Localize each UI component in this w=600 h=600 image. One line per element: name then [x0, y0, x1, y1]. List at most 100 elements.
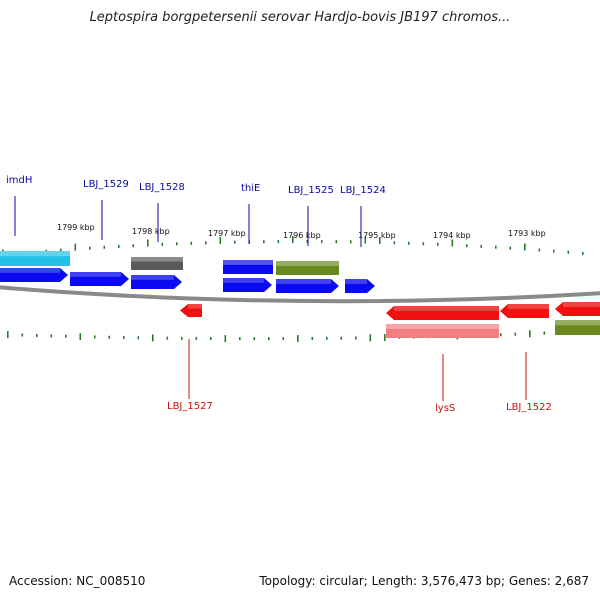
tick-mark-lower: [79, 333, 82, 341]
gene-label-group: imdH LBJ_1529 LBJ_1528 thiE LBJ_1525 LBJ_1524…: [6, 175, 552, 414]
tick-mark-lower: [36, 333, 38, 337]
tick-mark-upper: [524, 243, 526, 251]
gene-label-reverse: lysS: [435, 403, 455, 414]
forward-cds-arrow: [345, 279, 375, 293]
gene-label-forward: LBJ_1529: [83, 179, 129, 190]
tick-mark-upper: [379, 236, 381, 244]
tick-mark-upper: [118, 244, 120, 248]
forward-cds-arrow: [276, 279, 339, 293]
tick-mark-upper: [190, 241, 193, 245]
forward-cds-arrow-shine: [70, 272, 121, 277]
tick-mark-upper: [292, 236, 294, 244]
reverse-cds-arrow: [500, 304, 549, 318]
reverse-cds-arrow-shine: [394, 306, 499, 311]
ruler-label: 1795 kbp: [358, 231, 396, 240]
tick-mark-lower: [7, 331, 9, 339]
gene-label-forward: imdH: [6, 175, 32, 186]
ruler-label: 1799 kbp: [57, 223, 95, 232]
tick-mark-upper: [422, 242, 425, 246]
forward-cds-arrow-shine: [131, 275, 174, 280]
feature-band-cyan-shine: [0, 251, 70, 257]
reverse-cds-arrow-shine: [563, 302, 600, 307]
tick-mark-upper: [567, 250, 570, 254]
forward-cds-arrow: [0, 268, 68, 282]
tick-mark-upper: [306, 240, 309, 244]
tick-mark-upper: [132, 244, 135, 248]
genome-stats-text: Topology: circular; Length: 3,576,473 bp…: [259, 574, 589, 588]
ruler-label: 1796 kbp: [283, 231, 321, 240]
tick-mark-upper: [393, 241, 396, 245]
tick-mark-lower: [166, 336, 169, 340]
reverse-cds-arrow: [555, 302, 600, 316]
tick-mark-lower: [224, 335, 227, 343]
tick-mark-lower: [297, 335, 299, 343]
tick-mark-upper: [480, 244, 483, 248]
tick-mark-lower: [340, 336, 343, 340]
tick-mark-upper: [219, 236, 222, 244]
tick-mark-upper: [60, 248, 62, 252]
tick-mark-upper: [538, 248, 541, 252]
tick-mark-lower: [21, 333, 24, 337]
tick-mark-upper: [147, 239, 149, 247]
tick-mark-upper: [263, 240, 265, 244]
forward-cds-arrow-shine: [223, 278, 264, 283]
tick-mark-lower: [529, 330, 531, 338]
reverse-cds-arrow-shine: [188, 304, 202, 309]
tick-mark-lower: [326, 336, 328, 340]
gene-label-reverse: LBJ_1527: [167, 401, 213, 412]
gene-label-forward: LBJ_1524: [340, 185, 386, 196]
tick-mark-lower: [268, 337, 270, 341]
tick-mark-upper: [161, 242, 164, 246]
reverse-cds-arrow: [180, 304, 202, 317]
gene-label-forward: LBJ_1528: [139, 182, 185, 193]
tick-mark-upper: [509, 246, 512, 250]
feature-band-grey: [131, 257, 183, 270]
feature-group: [0, 251, 600, 338]
tick-mark-upper: [234, 240, 236, 244]
accession-text: Accession: NC_008510: [9, 574, 146, 588]
feature-band-pink-shine: [386, 324, 499, 329]
tick-mark-lower: [543, 331, 546, 335]
tick-mark-lower: [50, 334, 53, 338]
gene-label-forward: LBJ_1525: [288, 185, 334, 196]
tick-mark-lower: [253, 337, 256, 341]
tick-mark-lower: [94, 335, 96, 339]
tick-mark-upper: [277, 240, 280, 244]
tick-mark-upper: [437, 242, 439, 246]
tick-mark-lower: [123, 336, 125, 340]
forward-cds-arrow-shine: [0, 268, 60, 273]
feature-band-olive-shine: [276, 261, 339, 266]
forward-cds-arrow: [131, 275, 182, 289]
tick-mark-lower: [311, 336, 314, 340]
tick-mark-lower: [152, 334, 154, 342]
reverse-cds-arrow: [386, 306, 499, 320]
ruler-label: 1798 kbp: [132, 227, 170, 236]
tick-mark-lower: [355, 336, 357, 340]
reverse-cds-arrow-shine: [508, 304, 549, 309]
tick-mark-upper: [408, 241, 410, 245]
backbone-arc: [0, 285, 600, 304]
forward-cds-arrow-shine: [345, 279, 367, 284]
forward-cds-arrow: [223, 278, 272, 292]
tick-mark-lower: [108, 335, 111, 339]
tick-mark-upper: [553, 249, 555, 253]
ruler-label: 1793 kbp: [508, 229, 546, 238]
tick-mark-upper: [495, 245, 497, 249]
tick-mark-lower: [239, 337, 241, 341]
gene-label-reverse: LBJ_1522: [506, 402, 552, 413]
tick-mark-lower: [282, 337, 285, 341]
ruler-label: 1797 kbp: [208, 229, 246, 238]
feature-band-blue: [223, 260, 273, 274]
tick-mark-upper: [350, 240, 352, 244]
forward-cds-arrow: [70, 272, 129, 286]
tick-mark-lower: [65, 334, 67, 338]
tick-mark-upper: [335, 240, 338, 244]
gene-label-forward: thiE: [241, 183, 260, 194]
tick-mark-upper: [466, 244, 468, 248]
tick-mark-upper: [89, 246, 91, 250]
tick-mark-upper: [582, 251, 584, 255]
tick-mark-upper: [321, 240, 323, 244]
tick-mark-lower: [195, 336, 198, 340]
